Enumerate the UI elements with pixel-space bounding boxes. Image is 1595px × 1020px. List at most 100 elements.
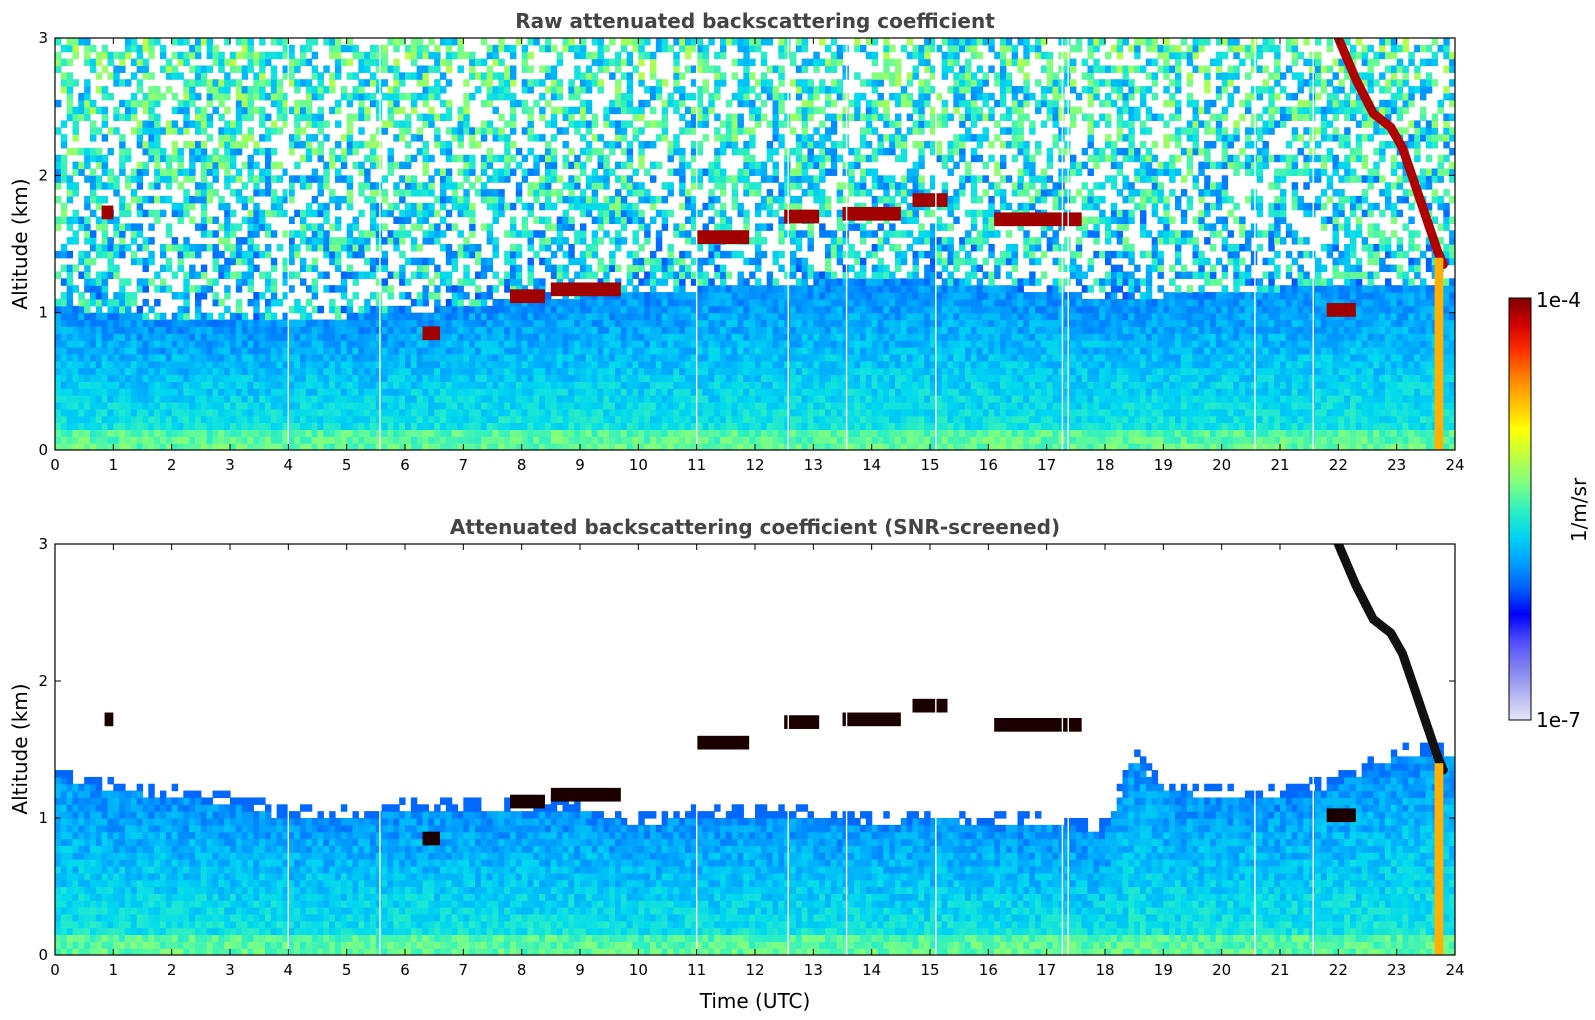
heatmap-cell (200, 285, 208, 293)
heatmap-cell (183, 353, 190, 362)
heatmap-cell (241, 340, 249, 348)
heatmap-cell (457, 113, 464, 121)
heatmap-cell (679, 436, 686, 444)
heatmap-cell (212, 250, 219, 259)
heatmap-cell (90, 257, 97, 266)
heatmap-cell (463, 189, 470, 197)
heatmap-cell (708, 195, 715, 204)
heatmap-cell (107, 443, 114, 450)
heatmap-cell (311, 147, 319, 156)
heatmap-cell (119, 312, 126, 321)
heatmap-cell (364, 298, 371, 307)
heatmap-cell (101, 422, 109, 430)
heatmap-cell (305, 333, 313, 341)
heatmap-cell (609, 395, 616, 403)
heatmap-cell (160, 127, 167, 135)
heatmap-cell (545, 347, 552, 355)
heatmap-cell (224, 120, 231, 128)
heatmap-cell (650, 429, 657, 437)
heatmap-cell (510, 264, 517, 273)
heatmap-cell (375, 292, 383, 300)
heatmap-cell (399, 161, 406, 170)
heatmap-cell (498, 195, 505, 204)
heatmap-cell (603, 264, 610, 273)
heatmap-cell (148, 326, 155, 334)
heatmap-cell (72, 360, 79, 369)
heatmap-cell (370, 388, 377, 396)
heatmap-cell (463, 408, 470, 417)
heatmap-cell (679, 127, 686, 135)
heatmap-cell (317, 319, 324, 327)
heatmap-cell (615, 134, 622, 142)
heatmap-cell (708, 38, 715, 46)
heatmap-cell (679, 147, 686, 156)
heatmap-cell (206, 326, 214, 334)
heatmap-cell (346, 202, 354, 211)
heatmap-cell (708, 161, 715, 170)
heatmap-cell (370, 182, 377, 190)
heatmap-cell (626, 408, 634, 417)
heatmap-cell (160, 209, 167, 218)
heatmap-cell (650, 395, 657, 403)
heatmap-cell (416, 271, 424, 279)
heatmap-cell (457, 209, 464, 218)
heatmap-cell (445, 285, 453, 293)
heatmap-cell (428, 92, 435, 101)
heatmap-cell (667, 395, 674, 403)
heatmap-cell (492, 408, 499, 417)
heatmap-cell (370, 395, 377, 403)
heatmap-cell (655, 86, 663, 94)
heatmap-cell (708, 92, 715, 101)
heatmap-cell (714, 395, 721, 403)
heatmap-cell (527, 319, 534, 327)
heatmap-cell (410, 353, 418, 362)
heatmap-cell (399, 333, 406, 341)
heatmap-cell (539, 374, 546, 382)
heatmap-cell (428, 175, 435, 183)
heatmap-cell (580, 134, 587, 142)
heatmap-cell (270, 195, 278, 204)
heatmap-cell (486, 147, 494, 156)
heatmap-cell (440, 99, 447, 108)
heatmap-cell (405, 161, 412, 170)
heatmap-cell (731, 422, 739, 430)
heatmap-cell (609, 422, 616, 430)
heatmap-cell (329, 305, 336, 314)
heatmap-cell (585, 381, 593, 389)
heatmap-cell (457, 44, 464, 53)
heatmap-cell (568, 175, 575, 183)
heatmap-cell (195, 285, 202, 293)
heatmap-cell (492, 168, 499, 176)
heatmap-cell (340, 360, 348, 369)
heatmap-cell (626, 250, 634, 259)
heatmap-cell (311, 38, 319, 46)
heatmap-cell (603, 202, 610, 211)
heatmap-cell (650, 353, 657, 362)
heatmap-cell (440, 216, 447, 224)
heatmap-cell (294, 305, 301, 314)
heatmap-cell (463, 195, 470, 204)
heatmap-cell (550, 395, 558, 403)
heatmap-cell (475, 422, 482, 430)
heatmap-cell (405, 51, 412, 60)
heatmap-cell (650, 72, 657, 80)
heatmap-cell (90, 237, 97, 245)
heatmap-cell (515, 333, 523, 341)
heatmap-cell (224, 443, 231, 450)
heatmap-cell (346, 141, 354, 149)
heatmap-cell (265, 374, 272, 382)
heatmap-cell (200, 353, 208, 362)
heatmap-cell (101, 347, 109, 355)
heatmap-cell (399, 395, 406, 403)
heatmap-cell (638, 58, 645, 67)
heatmap-cell (125, 395, 132, 403)
heatmap-cell (650, 388, 657, 396)
heatmap-cell (358, 319, 365, 327)
heatmap-cell (259, 38, 266, 46)
heatmap-cell (200, 223, 208, 231)
heatmap-cell (545, 189, 552, 197)
heatmap-cell (78, 92, 85, 101)
heatmap-cell (661, 429, 669, 437)
heatmap-cell (422, 147, 429, 156)
heatmap-cell (457, 347, 464, 355)
